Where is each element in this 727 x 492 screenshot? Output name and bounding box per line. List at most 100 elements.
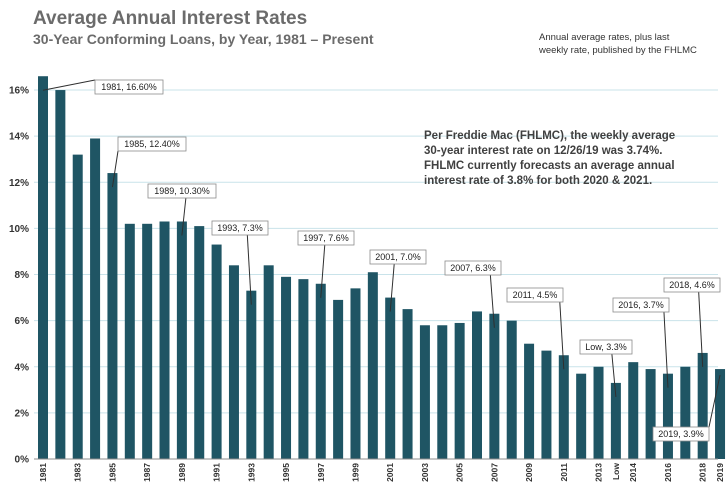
bar-2000 — [367, 272, 378, 459]
callout-leader — [111, 150, 119, 188]
callout-leader — [42, 79, 96, 91]
x-axis-ticks: 1981 1983 1985 1987 1989 1991 1993 1995 1997 1999… — [38, 463, 725, 482]
callout-label: 2007, 6.3% — [450, 263, 496, 273]
x-tick-label: 1983 — [73, 463, 83, 482]
bar-2001 — [385, 297, 396, 459]
bars — [38, 76, 726, 460]
callout-label: 2001, 7.0% — [375, 252, 421, 262]
callout-label: 2011, 4.5% — [513, 290, 558, 300]
top-note-line-2: weekly rate, published by the FHLMC — [538, 45, 697, 56]
callout-label: 1981, 16.60% — [101, 82, 157, 92]
bar-2008 — [506, 320, 517, 459]
bar-1984 — [90, 138, 101, 459]
x-tick-label: 1989 — [177, 463, 187, 482]
bar-2015 — [645, 369, 656, 459]
x-tick-label: 2016 — [663, 463, 673, 482]
callout-box — [652, 426, 710, 442]
x-tick-label: 2011 — [559, 463, 569, 482]
bar-2019 — [715, 369, 726, 459]
x-tick-label: Low — [611, 463, 621, 480]
bar-1986 — [124, 223, 135, 459]
bar-1989 — [176, 221, 187, 459]
callout-box — [94, 79, 164, 95]
bar-2006 — [472, 311, 482, 459]
top-note-line-1: Annual average rates, plus last — [539, 32, 670, 43]
bar-2018 — [697, 352, 708, 459]
callout-leader — [611, 353, 617, 397]
bar-1999 — [350, 288, 361, 459]
note-line-3: FHLMC currently forecasts an average ann… — [424, 160, 675, 172]
callout-leader — [181, 197, 187, 236]
bar-1983 — [72, 154, 83, 459]
callout-leader — [389, 263, 395, 312]
callout-box — [444, 260, 502, 276]
callout-leader — [559, 301, 565, 370]
callout-leader — [663, 311, 669, 388]
callouts: 1981, 16.60% 1985, 12.40% 1989, 10.30% 1993… — [42, 79, 721, 442]
bar-1987 — [142, 223, 153, 459]
x-tick-label: 1997 — [316, 463, 326, 482]
y-tick-label: 6% — [15, 316, 30, 327]
callout-box — [369, 249, 427, 265]
x-tick-label: 2018 — [698, 463, 708, 482]
y-tick-label: 2% — [15, 408, 30, 419]
y-tick-label: 8% — [15, 270, 30, 281]
bar-1997 — [315, 283, 326, 459]
bar-low — [610, 382, 621, 459]
x-tick-label: 1991 — [212, 463, 222, 482]
x-tick-label: 1999 — [350, 463, 360, 482]
callout-box — [506, 287, 564, 303]
bar-2007 — [489, 313, 500, 459]
bar-2005 — [454, 322, 465, 459]
bar-1992 — [228, 265, 239, 459]
callout-label: 1985, 12.40% — [124, 139, 180, 149]
x-tick-label: 1995 — [281, 463, 291, 482]
x-tick-label: 2001 — [385, 463, 395, 482]
callout-label: 1989, 10.30% — [154, 186, 210, 196]
callout-box — [297, 230, 355, 246]
bar-2002 — [402, 309, 413, 459]
callout-box — [147, 183, 217, 199]
x-tick-label: 1987 — [142, 463, 152, 482]
callout-leader — [489, 274, 495, 328]
x-tick-label: 2003 — [420, 463, 430, 482]
bar-1995 — [281, 276, 292, 459]
chart-subtitle: 30-Year Conforming Loans, by Year, 1981 … — [33, 31, 374, 47]
callout-label: 1993, 7.3% — [217, 223, 263, 233]
chart-title: Average Annual Interest Rates — [33, 8, 307, 29]
callout-label: Low, 3.3% — [585, 342, 627, 352]
x-tick-label: 1993 — [246, 463, 256, 482]
note-line-1: Per Freddie Mac (FHLMC), the weekly aver… — [424, 130, 675, 142]
bar-1994 — [263, 265, 274, 459]
bar-1981 — [38, 76, 48, 460]
x-tick-label: 2007 — [489, 463, 499, 482]
x-tick-label: 2013 — [594, 463, 604, 482]
callout-leader — [320, 244, 326, 298]
bar-1985 — [107, 173, 118, 459]
bar-2012 — [576, 373, 587, 459]
callout-box — [117, 136, 187, 152]
callout-box — [211, 220, 269, 236]
x-tick-label: 2009 — [524, 463, 534, 482]
bar-2013 — [593, 366, 604, 459]
y-tick-label: 14% — [9, 132, 29, 143]
bar-2014 — [628, 362, 639, 459]
note-line-4: interest rate of 3.8% for both 2020 & 20… — [424, 175, 652, 187]
y-tick-label: 16% — [9, 86, 29, 97]
y-tick-label: 12% — [9, 178, 29, 189]
bar-2009 — [524, 343, 535, 459]
x-tick-label: 1981 — [38, 463, 48, 482]
x-tick-label: 1985 — [107, 463, 117, 482]
callout-label: 2019, 3.9% — [658, 429, 704, 439]
bar-2016 — [662, 373, 673, 459]
y-tick-label: 4% — [15, 362, 30, 373]
bar-2017 — [680, 366, 691, 459]
callout-box — [612, 297, 670, 313]
callout-leader — [708, 374, 721, 428]
bar-1996 — [298, 279, 309, 459]
bar-1988 — [159, 221, 170, 459]
note-line-2: 30-year interest rate on 12/26/19 was 3.… — [424, 145, 662, 157]
callout-label: 2016, 3.7% — [618, 300, 664, 310]
callout-leader — [246, 234, 252, 305]
bar-2004 — [437, 325, 448, 459]
